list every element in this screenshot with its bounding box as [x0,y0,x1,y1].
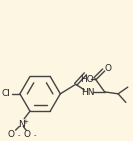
Text: HO: HO [80,75,94,84]
Text: N: N [18,120,25,129]
Text: +: + [22,119,28,125]
Text: Cl: Cl [2,89,11,98]
Text: HN: HN [82,88,95,97]
Text: O: O [24,130,31,139]
Text: -: - [34,132,36,138]
Text: -: - [17,132,20,138]
Text: O: O [104,64,111,73]
Text: O: O [7,130,14,139]
